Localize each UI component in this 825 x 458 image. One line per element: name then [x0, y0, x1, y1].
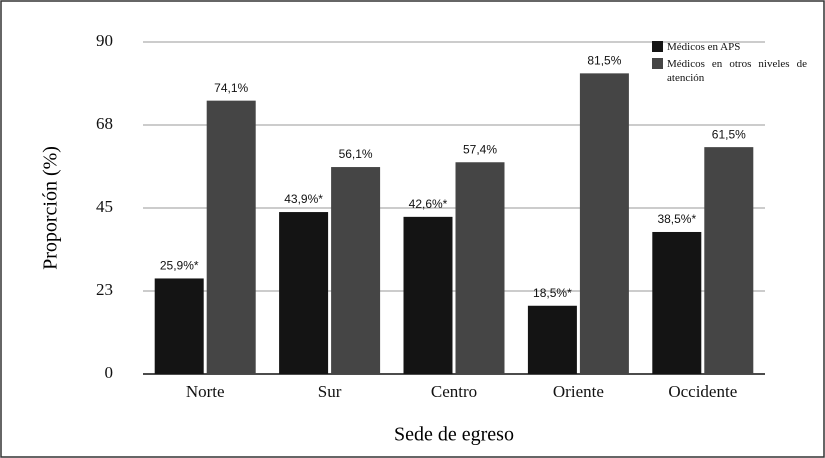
value-label: 74,1%: [214, 81, 248, 95]
x-tick-label: Oriente: [553, 382, 604, 401]
legend-item: Médicos en APS: [652, 40, 812, 54]
value-label: 56,1%: [339, 147, 373, 161]
bar: [279, 212, 329, 374]
y-tick-label: 68: [96, 114, 113, 133]
legend-swatch: [652, 41, 663, 52]
legend-item: Médicos en otros niveles de atención: [652, 57, 812, 85]
value-label: 61,5%: [712, 127, 746, 141]
x-tick-label: Centro: [431, 382, 477, 401]
value-label: 18,5%*: [533, 286, 572, 300]
bar: [704, 147, 754, 374]
bar: [652, 231, 702, 374]
x-axis-label: Sede de egreso: [394, 424, 514, 446]
value-label: 38,5%*: [657, 212, 696, 226]
y-tick-label: 0: [105, 363, 114, 382]
legend-swatch: [652, 58, 663, 69]
legend-label: Médicos en APS: [667, 41, 741, 53]
bar: [154, 278, 204, 374]
bar: [206, 100, 256, 375]
bar: [331, 167, 381, 374]
x-tick-label: Sur: [318, 382, 342, 401]
value-label: 42,6%*: [409, 197, 448, 211]
y-axis-label: Proporción (%): [40, 146, 62, 270]
y-tick-label: 45: [96, 197, 113, 216]
bar: [455, 162, 505, 374]
value-label: 57,4%: [463, 142, 497, 156]
y-tick-label: 90: [96, 31, 113, 50]
value-label: 43,9%*: [284, 192, 323, 206]
x-tick-label: Norte: [186, 382, 225, 401]
value-label: 81,5%: [587, 54, 621, 68]
bar: [527, 305, 577, 374]
legend: Médicos en APS Médicos en otros niveles d…: [652, 40, 812, 88]
value-label: 25,9%*: [160, 259, 199, 273]
x-tick-label: Occidente: [668, 382, 737, 401]
legend-label: Médicos en otros niveles de atención: [667, 58, 807, 84]
bar: [403, 216, 453, 374]
y-tick-label: 23: [96, 280, 113, 299]
bar: [579, 73, 629, 374]
